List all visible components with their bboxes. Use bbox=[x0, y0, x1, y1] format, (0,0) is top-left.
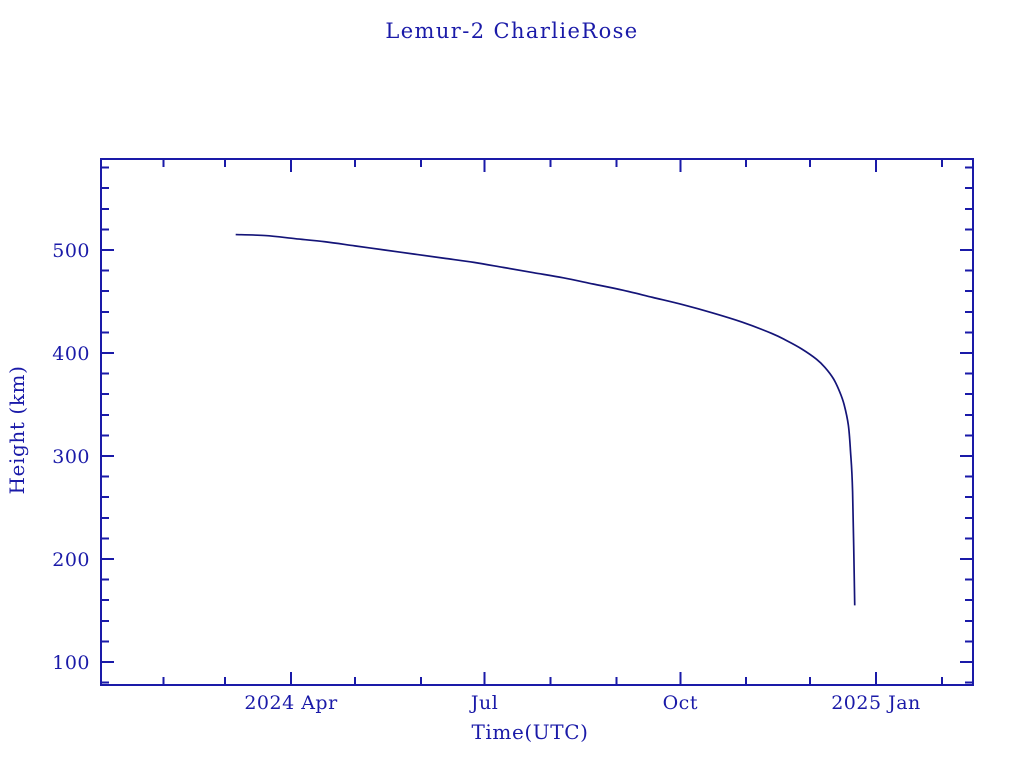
y-tick-label: 200 bbox=[52, 549, 90, 571]
y-tick-label: 300 bbox=[52, 446, 90, 468]
y-tick-label: 500 bbox=[52, 240, 90, 262]
y-axis-tick-labels: 100 200 300 400 500 bbox=[52, 240, 90, 674]
data-series-line bbox=[235, 233, 856, 606]
x-tick-label: Jul bbox=[469, 692, 498, 714]
x-tick-label: 2025 Jan bbox=[831, 692, 921, 714]
y-axis-ticks bbox=[101, 166, 973, 684]
plot-frame bbox=[100, 158, 974, 686]
x-axis-tick-labels: 2024 Apr Jul Oct 2025 Jan bbox=[244, 692, 920, 714]
page-title: Lemur-2 CharlieRose bbox=[385, 19, 638, 43]
x-tick-label: 2024 Apr bbox=[244, 692, 338, 714]
x-axis-title: Time(UTC) bbox=[471, 720, 588, 744]
y-tick-label: 100 bbox=[52, 652, 90, 674]
y-axis-title: Height (km) bbox=[5, 365, 29, 494]
x-axis-ticks bbox=[162, 159, 943, 685]
x-tick-label: Oct bbox=[663, 692, 698, 714]
y-tick-label: 400 bbox=[52, 343, 90, 365]
